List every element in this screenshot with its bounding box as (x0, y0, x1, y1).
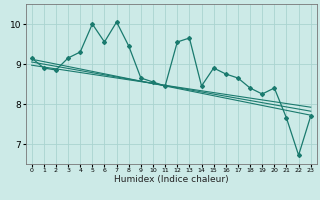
X-axis label: Humidex (Indice chaleur): Humidex (Indice chaleur) (114, 175, 228, 184)
